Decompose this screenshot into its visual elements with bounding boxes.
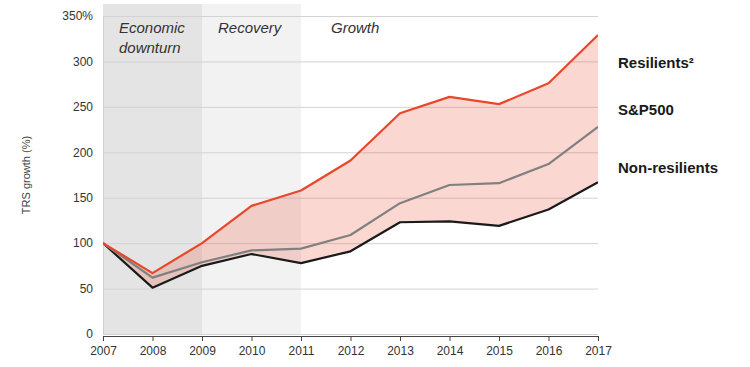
y-tick: 0 — [86, 327, 598, 341]
y-tick-label: 250 — [73, 100, 93, 114]
x-axis-line — [104, 337, 599, 342]
x-tick-mark — [450, 336, 451, 341]
x-tick-label: 2015 — [486, 344, 513, 358]
x-tick: 2013 — [387, 336, 414, 358]
phase-label-line: Economic — [119, 19, 185, 36]
x-tick-mark — [598, 336, 599, 341]
series-label: S&P500 — [618, 101, 674, 118]
grid-line — [103, 16, 598, 17]
y-tick-label: 100 — [73, 236, 93, 250]
x-tick-label: 2011 — [289, 344, 315, 358]
x-tick: 2015 — [486, 336, 513, 358]
x-tick-mark — [549, 336, 550, 341]
x-axis: 2007 2008 2009 2010 2011 2012 2013 2014 2015 2016… — [90, 336, 612, 358]
y-tick-label: 0 — [86, 327, 93, 341]
x-tick-label: 2009 — [189, 344, 216, 358]
x-tick-mark — [400, 336, 401, 341]
phase-band — [202, 4, 301, 334]
x-tick: 2008 — [140, 336, 167, 358]
plot-area — [103, 35, 598, 288]
grid-line — [103, 61, 598, 62]
phase-label: Growth — [331, 19, 379, 36]
x-tick-mark — [153, 336, 154, 341]
y-axis-title: TRS growth (%) — [20, 136, 32, 214]
x-tick: 2011 — [289, 336, 315, 358]
x-tick-mark — [351, 336, 352, 341]
x-tick-mark — [252, 336, 253, 341]
y-tick-label: 150 — [73, 191, 93, 205]
y-tick-label: 350% — [62, 9, 93, 23]
x-tick: 2012 — [338, 336, 365, 358]
grid-line — [103, 289, 598, 290]
y-axis-line — [104, 17, 599, 335]
y-tick-label: 300 — [73, 55, 93, 69]
x-tick-mark — [301, 336, 302, 341]
x-tick: 2010 — [239, 336, 266, 358]
x-tick: 2017 — [585, 336, 612, 358]
series-labels: Resilients² S&P500 Non-resilients — [618, 54, 718, 176]
spread-area — [103, 35, 598, 288]
y-tick: 300 — [73, 55, 598, 69]
grid-line — [103, 334, 598, 335]
x-tick-mark — [103, 336, 104, 341]
chart: Economic downturn Recovery Growth 0 50 100 150 2… — [0, 0, 750, 367]
y-tick-label: 200 — [73, 146, 93, 160]
x-tick: 2016 — [536, 336, 563, 358]
x-tick-label: 2008 — [140, 344, 167, 358]
y-tick: 350% — [62, 9, 598, 23]
series-line — [103, 35, 598, 273]
x-tick-label: 2017 — [585, 344, 612, 358]
x-tick-label: 2007 — [90, 344, 117, 358]
y-tick-label: 50 — [80, 282, 94, 296]
phase-label-line: downturn — [119, 39, 181, 56]
x-tick: 2014 — [437, 336, 464, 358]
phase-label: Economic downturn — [119, 19, 185, 56]
x-tick-mark — [499, 336, 500, 341]
series-line — [103, 127, 598, 278]
x-tick-label: 2012 — [338, 344, 365, 358]
x-tick: 2009 — [189, 336, 216, 358]
series-label: Non-resilients — [618, 159, 718, 176]
series-label: Resilients² — [618, 54, 694, 71]
x-tick-label: 2014 — [437, 344, 464, 358]
x-tick: 2007 — [90, 336, 117, 358]
y-axis: 0 50 100 150 200 250 300 350% — [62, 9, 598, 341]
x-tick-label: 2016 — [536, 344, 563, 358]
x-tick-mark — [202, 336, 203, 341]
phase-label: Recovery — [218, 19, 283, 36]
x-tick-label: 2013 — [387, 344, 414, 358]
x-tick-label: 2010 — [239, 344, 266, 358]
